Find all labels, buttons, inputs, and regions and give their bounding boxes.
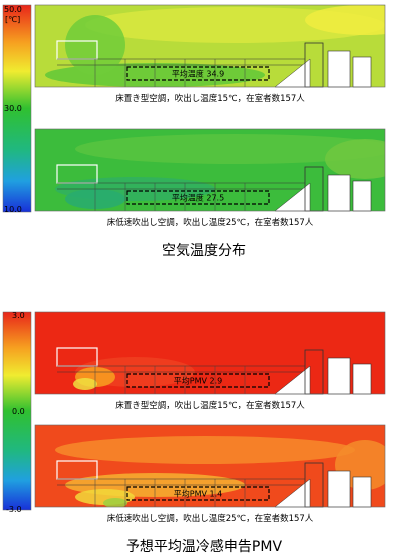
caption: 床低速吹出し空調，吹出し温度25℃，在室者数157人 xyxy=(107,513,314,524)
caption: 床低速吹出し空調，吹出し温度25℃，在室者数157人 xyxy=(107,217,314,228)
contour-region xyxy=(305,5,385,35)
colorbar-tick: 30.0 xyxy=(4,104,22,113)
section-panel: 平均PMV 1.4 床低速吹出し空調，吹出し温度25℃，在室者数157人 xyxy=(34,424,386,524)
colorbar-tick: 50.0 xyxy=(4,5,22,14)
caption: 床置き型空調，吹出し温度15℃，在室者数157人 xyxy=(115,93,305,104)
field xyxy=(35,425,385,507)
contour-region xyxy=(65,15,125,75)
room xyxy=(352,180,372,212)
room xyxy=(327,470,351,508)
section-title: 空気温度分布 xyxy=(162,243,246,259)
colorbar xyxy=(2,4,32,213)
annotation: 平均PMV 2.9 xyxy=(174,376,222,386)
contour-region xyxy=(55,436,355,464)
room xyxy=(327,357,351,395)
colorbar-tick: 0.0 xyxy=(12,407,25,416)
field xyxy=(35,5,385,87)
contour-region xyxy=(103,498,127,507)
colorbar-tick: 3.0 xyxy=(12,311,25,320)
room xyxy=(352,56,372,88)
caption: 床置き型空調，吹出し温度15℃，在室者数157人 xyxy=(115,400,305,411)
colorbar-tick: 10.0 xyxy=(4,205,22,214)
contour-region xyxy=(75,134,385,164)
room xyxy=(327,50,351,88)
annotation-box xyxy=(126,373,270,388)
section-panel: 平均温度 34.9 床置き型空調，吹出し温度15℃，在室者数157人 xyxy=(34,4,386,104)
colorbar xyxy=(2,311,32,511)
annotation-box xyxy=(126,486,270,501)
annotation: 平均PMV 1.4 xyxy=(174,489,222,499)
section-panel: 平均温度 27.5 床低速吹出し空調，吹出し温度25℃，在室者数157人 xyxy=(34,128,386,228)
frame xyxy=(34,424,386,508)
frame xyxy=(34,128,386,212)
frame xyxy=(34,311,386,395)
annotation: 平均温度 27.5 xyxy=(172,193,224,203)
room xyxy=(352,476,372,508)
contour-region xyxy=(73,378,97,390)
contour-region xyxy=(325,139,385,179)
annotation: 平均温度 34.9 xyxy=(172,69,224,79)
section-title: 予想平均温冷感申告PMV xyxy=(126,538,283,555)
room xyxy=(327,174,351,212)
annotation-box xyxy=(126,190,270,205)
room xyxy=(352,363,372,395)
colorbar-unit: [℃] xyxy=(5,15,20,24)
annotation-box xyxy=(126,66,270,81)
section-panel: 平均PMV 2.9 床置き型空調，吹出し温度15℃，在室者数157人 xyxy=(34,311,386,411)
frame xyxy=(34,4,386,88)
colorbar-tick: -3.0 xyxy=(6,505,22,514)
